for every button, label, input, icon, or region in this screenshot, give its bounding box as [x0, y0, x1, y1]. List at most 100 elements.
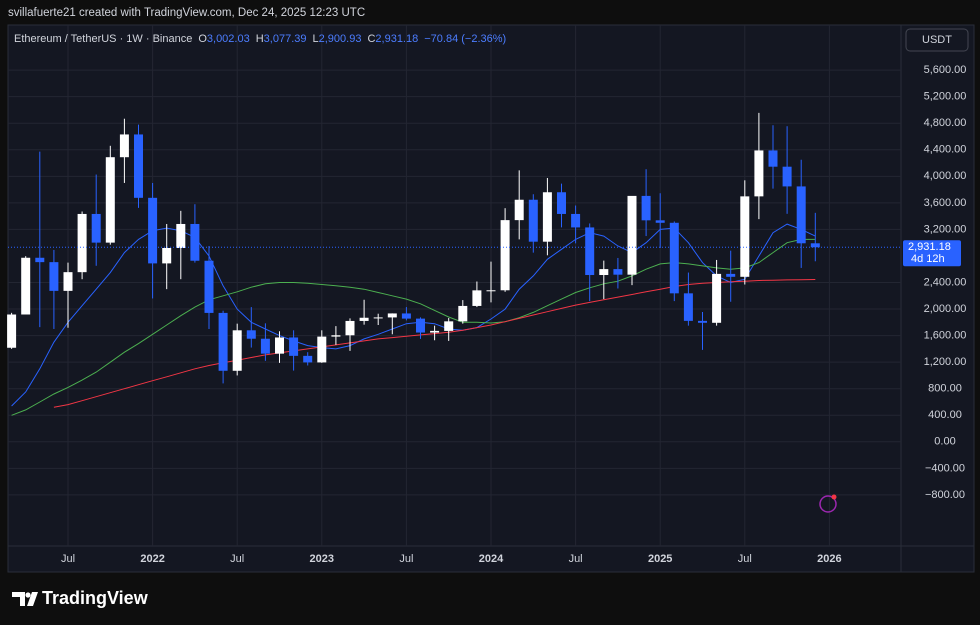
- change: −70.84 (−2.36%): [424, 33, 506, 45]
- x-tick-label: Jul: [569, 553, 583, 565]
- header: svillafuerte21 created with TradingView.…: [8, 7, 365, 19]
- x-tick-label: 2024: [479, 553, 504, 565]
- logo-icon: [12, 592, 38, 606]
- o-key: O: [198, 33, 207, 45]
- candle-body: [134, 134, 143, 198]
- h-key: H: [256, 33, 264, 45]
- candle-body: [49, 262, 59, 291]
- currency-box[interactable]: [905, 28, 969, 52]
- x-tick-label: Jul: [738, 553, 752, 565]
- candle-body: [260, 338, 270, 354]
- candle-body: [768, 150, 778, 167]
- y-tick-label: −800.00: [925, 489, 965, 501]
- candle-body: [275, 337, 284, 354]
- y-tick-label: 3,200.00: [924, 223, 967, 235]
- candle-body: [810, 243, 820, 248]
- logo-dot: [25, 592, 31, 598]
- candle-body: [148, 197, 158, 264]
- x-tick-label: 2023: [310, 553, 334, 565]
- y-tick-label: 5,200.00: [924, 91, 967, 103]
- candle-body: [303, 355, 313, 363]
- y-tick-label: 0.00: [934, 436, 955, 448]
- y-tick-label: 4,800.00: [924, 117, 967, 129]
- logo-text: TradingView: [42, 588, 149, 608]
- symbol: Ethereum / TetherUS · 1W · Binance: [14, 33, 192, 45]
- candle-body: [63, 272, 73, 291]
- candle-body: [655, 220, 665, 223]
- candle-body: [331, 335, 341, 337]
- candle-body: [486, 290, 496, 292]
- candle-body: [627, 195, 637, 275]
- candle-body: [190, 223, 200, 261]
- y-tick-label: 1,200.00: [924, 356, 967, 368]
- y-tick-label: 4,000.00: [924, 170, 967, 182]
- y-tick-label: 2,400.00: [924, 276, 967, 288]
- candle-body: [218, 312, 228, 371]
- candle-body: [514, 199, 524, 221]
- candle-body: [712, 273, 722, 323]
- candle-body: [458, 305, 468, 322]
- candle-body: [7, 314, 17, 348]
- candle-body: [669, 222, 679, 294]
- y-tick-label: 400.00: [928, 409, 962, 421]
- candle-body: [105, 157, 115, 243]
- candle-body: [77, 213, 87, 273]
- moving-average: [11, 223, 816, 407]
- x-tick-label: Jul: [399, 553, 413, 565]
- candle-body: [782, 166, 792, 187]
- x-tick-label: Jul: [230, 553, 244, 565]
- moving-average: [11, 238, 816, 416]
- candle-body: [571, 213, 581, 228]
- y-tick-label: 1,600.00: [924, 330, 967, 342]
- candle-body: [35, 257, 45, 263]
- currency[interactable]: USDT: [922, 34, 952, 46]
- plot: [7, 25, 901, 546]
- candle-body: [472, 290, 482, 306]
- countdown: 4d 12h: [911, 253, 945, 265]
- candle-body: [162, 248, 172, 264]
- alert-icon[interactable]: [819, 495, 837, 513]
- candle-body: [528, 199, 538, 242]
- candle-body: [613, 269, 623, 275]
- candle-body: [698, 320, 707, 323]
- candle-body: [232, 330, 242, 371]
- candle-body: [176, 223, 186, 249]
- candle-body: [557, 192, 566, 214]
- logo: TradingView: [12, 588, 149, 608]
- candle-body: [599, 269, 609, 276]
- candle-body: [430, 330, 440, 333]
- y-tick-label: 800.00: [928, 383, 962, 395]
- y-tick-label: −400.00: [925, 462, 965, 474]
- y-tick-label: 2,000.00: [924, 303, 967, 315]
- l-value: 2,900.93: [319, 33, 362, 45]
- candle-body: [500, 220, 510, 291]
- candle-body: [289, 337, 299, 356]
- candle-body: [796, 186, 806, 244]
- x-tick-label: 2025: [648, 553, 672, 565]
- h-value: 3,077.39: [264, 33, 307, 45]
- candle-body: [246, 330, 256, 339]
- candle-body: [345, 320, 355, 336]
- candle-body: [444, 321, 454, 331]
- y-tick-label: 3,600.00: [924, 197, 967, 209]
- x-tick-label: 2026: [817, 553, 841, 565]
- y-tick-label: 5,600.00: [924, 64, 967, 76]
- candle-body: [416, 318, 425, 333]
- candle-body: [401, 313, 411, 319]
- legend: Ethereum / TetherUS · 1W · Binance O3,002…: [14, 33, 506, 45]
- candle-body: [754, 150, 764, 197]
- candle-body: [119, 134, 129, 158]
- candle-body: [683, 293, 693, 321]
- x-tick-label: Jul: [61, 553, 75, 565]
- candle-body: [740, 196, 750, 277]
- y-tick-label: 4,400.00: [924, 144, 967, 156]
- candle-body: [21, 257, 31, 315]
- last-price-label: 2,931.18: [908, 241, 951, 253]
- candle-body: [317, 336, 327, 363]
- candle-body: [387, 313, 397, 318]
- l-key: L: [313, 33, 319, 45]
- c-value: 2,931.18: [375, 33, 418, 45]
- candle-body: [585, 227, 595, 276]
- candle-body: [373, 317, 383, 319]
